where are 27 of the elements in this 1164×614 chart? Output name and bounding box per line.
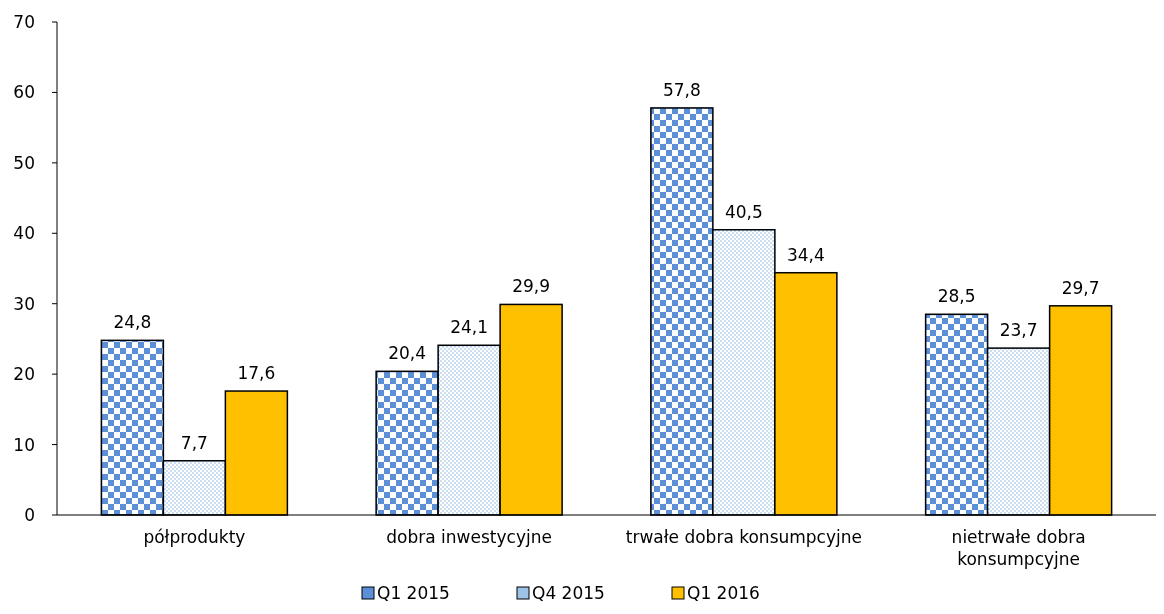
y-tick-label: 10 bbox=[13, 434, 35, 455]
data-label: 24,8 bbox=[113, 312, 152, 333]
data-label: 28,5 bbox=[937, 286, 976, 307]
data-label: 29,7 bbox=[1061, 277, 1100, 298]
data-label: 40,5 bbox=[724, 201, 763, 222]
y-tick-label: 0 bbox=[24, 504, 35, 525]
y-tick-label: 60 bbox=[13, 82, 35, 103]
data-label: 29,9 bbox=[512, 276, 551, 297]
y-tick-label: 50 bbox=[13, 152, 35, 173]
data-label: 17,6 bbox=[237, 363, 276, 384]
legend-label: Q4 2015 bbox=[532, 583, 605, 603]
data-label: 20,4 bbox=[388, 343, 427, 364]
x-tick-label: nietrwałe dobra konsumpcyjne bbox=[951, 527, 1086, 569]
x-tick-label: trwałe dobra konsumpcyjne bbox=[625, 527, 862, 547]
y-tick-label: 40 bbox=[13, 223, 35, 244]
y-tick-label: 30 bbox=[13, 293, 35, 314]
data-label: 57,8 bbox=[662, 79, 701, 100]
y-tick-label: 20 bbox=[13, 364, 35, 385]
x-tick-label: półprodukty bbox=[143, 527, 246, 547]
y-tick-label: 70 bbox=[13, 11, 35, 32]
data-label: 23,7 bbox=[999, 320, 1038, 341]
data-label: 7,7 bbox=[180, 432, 208, 453]
data-label: 24,1 bbox=[450, 317, 489, 338]
x-tick-label: dobra inwestycyjne bbox=[386, 527, 552, 547]
legend-label: Q1 2015 bbox=[377, 583, 450, 603]
legend-label: Q1 2016 bbox=[687, 583, 760, 603]
data-label: 34,4 bbox=[786, 244, 825, 265]
